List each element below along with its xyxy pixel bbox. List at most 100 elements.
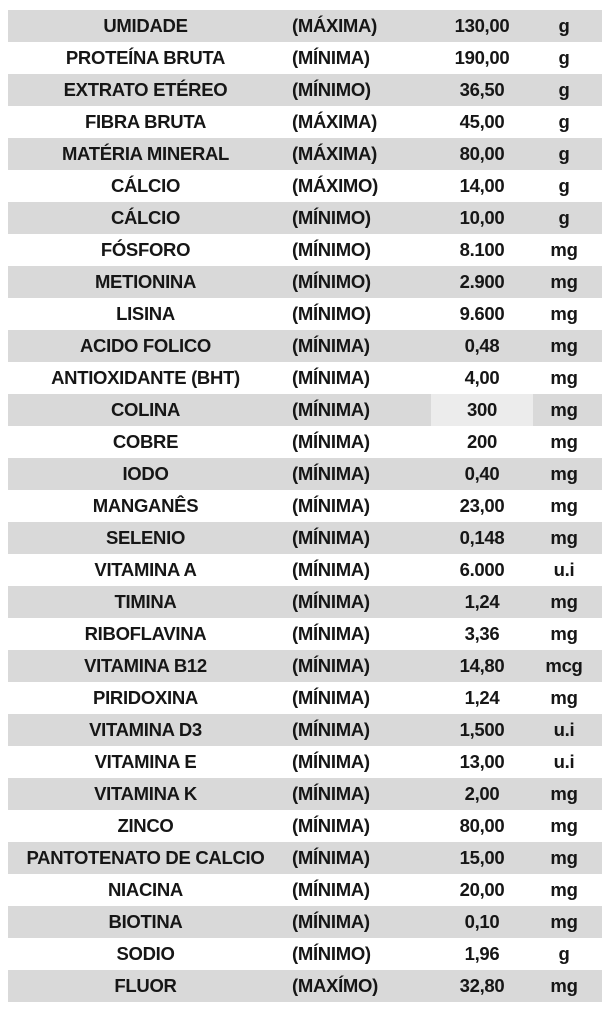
constraint-type: (MÁXIMA) (292, 111, 377, 132)
nutrient-unit: mg (550, 271, 578, 292)
table-row: ZINCO (MÍNIMA) 80,00 mg (8, 810, 602, 842)
nutrient-unit: g (558, 79, 570, 100)
nutrient-unit: mg (550, 591, 578, 612)
nutrient-unit: g (558, 15, 570, 36)
constraint-type: (MÍNIMA) (292, 783, 370, 804)
table-row: NIACINA (MÍNIMA) 20,00 mg (8, 874, 602, 906)
nutrient-name: VITAMINA D3 (89, 719, 202, 740)
nutrient-unit: mg (550, 335, 578, 356)
table-row: COLINA (MÍNIMA) 300 mg (8, 394, 602, 426)
constraint-type: (MÍNIMA) (292, 463, 370, 484)
nutrient-name: ACIDO FOLICO (79, 335, 212, 356)
table-row: FLUOR (MAXÍMO) 32,80 mg (8, 970, 602, 1002)
constraint-type: (MÍNIMA) (292, 911, 370, 932)
nutrient-value: 6.000 (459, 559, 505, 580)
nutrient-unit: mg (550, 431, 578, 452)
nutrient-unit: u.i (553, 559, 575, 580)
nutrient-unit: u.i (553, 719, 575, 740)
table-row: VITAMINA B12 (MÍNIMA) 14,80 mcg (8, 650, 602, 682)
constraint-type: (MÍNIMA) (292, 719, 370, 740)
nutrient-value: 1,24 (464, 591, 500, 612)
nutrient-unit: mg (550, 527, 578, 548)
constraint-type: (MÍNIMO) (292, 271, 371, 292)
nutrient-value: 130,00 (454, 15, 510, 36)
constraint-type: (MAXÍMO) (292, 975, 378, 996)
nutrient-unit: g (558, 111, 570, 132)
nutrient-name: SELENIO (105, 527, 186, 548)
nutrient-name: PANTOTENATO DE CALCIO (26, 847, 265, 868)
table-row: FÓSFORO (MÍNIMO) 8.100 mg (8, 234, 602, 266)
constraint-type: (MÍNIMA) (292, 495, 370, 516)
nutrient-name: NIACINA (108, 879, 183, 900)
constraint-type: (MÍNIMA) (292, 431, 370, 452)
table-row: UMIDADE (MÁXIMA) 130,00 g (8, 10, 602, 42)
constraint-type: (MÍNIMA) (292, 847, 370, 868)
constraint-type: (MÁXIMA) (292, 143, 377, 164)
table-row: MANGANÊS (MÍNIMA) 23,00 mg (8, 490, 602, 522)
nutrient-name: CÁLCIO (110, 175, 181, 196)
constraint-type: (MÍNIMA) (292, 623, 370, 644)
nutrient-unit: g (558, 943, 570, 964)
constraint-type: (MÍNIMO) (292, 239, 371, 260)
nutrient-name: MANGANÊS (92, 495, 199, 516)
constraint-type: (MÁXIMO) (292, 175, 378, 196)
nutrient-unit: g (558, 143, 570, 164)
constraint-type: (MÍNIMA) (292, 655, 370, 676)
nutrient-name: CÁLCIO (110, 207, 181, 228)
nutrient-value: 300 (431, 394, 533, 426)
constraint-type: (MÍNIMA) (292, 879, 370, 900)
constraint-type: (MÍNIMO) (292, 303, 371, 324)
nutrient-value: 190,00 (454, 47, 510, 68)
nutrient-name: RIBOFLAVINA (84, 623, 207, 644)
table-row: CÁLCIO (MÍNIMO) 10,00 g (8, 202, 602, 234)
table-row: VITAMINA D3 (MÍNIMA) 1,500 u.i (8, 714, 602, 746)
nutrient-name: VITAMINA B12 (84, 655, 207, 676)
nutrient-value: 15,00 (459, 847, 505, 868)
nutrient-value: 2,00 (464, 783, 500, 804)
nutrient-value: 10,00 (459, 207, 505, 228)
table-row: RIBOFLAVINA (MÍNIMA) 3,36 mg (8, 618, 602, 650)
nutrient-unit: mg (550, 783, 578, 804)
nutrient-name: EXTRATO ETÉREO (63, 79, 228, 100)
table-row: SODIO (MÍNIMO) 1,96 g (8, 938, 602, 970)
nutrient-value: 2.900 (459, 271, 505, 292)
nutrient-value: 13,00 (459, 751, 505, 772)
constraint-type: (MÍNIMA) (292, 367, 370, 388)
table-row: ACIDO FOLICO (MÍNIMA) 0,48 mg (8, 330, 602, 362)
table-row: PIRIDOXINA (MÍNIMA) 1,24 mg (8, 682, 602, 714)
nutrient-name: FÓSFORO (100, 239, 191, 260)
nutrient-name: PIRIDOXINA (93, 687, 198, 708)
table-row: COBRE (MÍNIMA) 200 mg (8, 426, 602, 458)
constraint-type: (MÁXIMA) (292, 15, 377, 36)
table-row: EXTRATO ETÉREO (MÍNIMO) 36,50 g (8, 74, 602, 106)
nutrient-value: 45,00 (459, 111, 505, 132)
nutrient-unit: mg (550, 303, 578, 324)
nutrient-name: METIONINA (94, 271, 197, 292)
nutrient-name: VITAMINA A (94, 559, 197, 580)
nutrient-name: ANTIOXIDANTE (BHT) (51, 367, 240, 388)
nutrient-name: FIBRA BRUTA (84, 111, 207, 132)
nutrient-name: ZINCO (117, 815, 174, 836)
constraint-type: (MÍNIMO) (292, 207, 371, 228)
nutrient-name: FLUOR (114, 975, 177, 996)
nutrient-value: 200 (467, 431, 497, 452)
nutrient-unit: mg (550, 687, 578, 708)
nutrient-unit: mcg (545, 655, 583, 676)
nutrient-value: 0,10 (464, 911, 500, 932)
table-row: CÁLCIO (MÁXIMO) 14,00 g (8, 170, 602, 202)
nutrient-value: 0,148 (459, 527, 505, 548)
table-row: VITAMINA K (MÍNIMA) 2,00 mg (8, 778, 602, 810)
nutrient-unit: u.i (553, 751, 575, 772)
constraint-type: (MÍNIMA) (292, 751, 370, 772)
nutrient-name: COLINA (110, 399, 181, 420)
nutrient-name: UMIDADE (103, 15, 188, 36)
nutrient-name: IODO (122, 463, 169, 484)
constraint-type: (MÍNIMA) (292, 47, 370, 68)
nutrient-value: 1,96 (464, 943, 500, 964)
table-row: LISINA (MÍNIMO) 9.600 mg (8, 298, 602, 330)
nutrient-unit: mg (550, 975, 578, 996)
constraint-type: (MÍNIMA) (292, 335, 370, 356)
nutrient-name: BIOTINA (108, 911, 183, 932)
nutrient-unit: mg (550, 463, 578, 484)
table-row: SELENIO (MÍNIMA) 0,148 mg (8, 522, 602, 554)
